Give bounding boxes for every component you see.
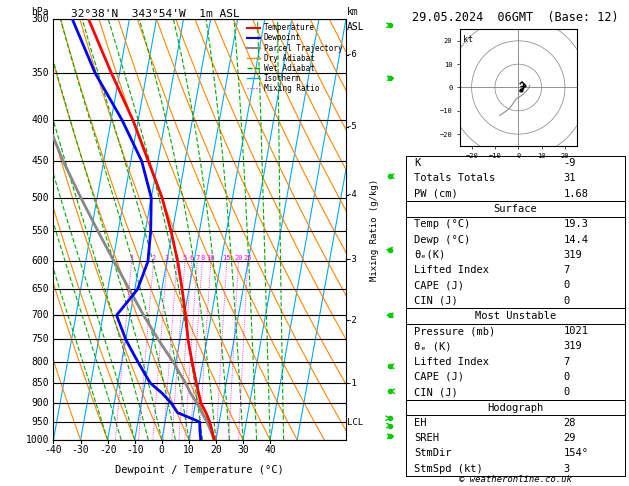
Text: K: K xyxy=(415,158,421,168)
Text: 500: 500 xyxy=(31,193,49,203)
Text: 20: 20 xyxy=(234,256,243,261)
Text: Most Unstable: Most Unstable xyxy=(474,311,556,321)
Text: -20: -20 xyxy=(99,445,116,455)
Text: 31: 31 xyxy=(564,174,576,183)
Text: 8: 8 xyxy=(200,256,204,261)
Text: -6: -6 xyxy=(347,51,357,59)
Text: 29: 29 xyxy=(564,433,576,443)
Text: Mixing Ratio (g/kg): Mixing Ratio (g/kg) xyxy=(370,178,379,281)
Text: CAPE (J): CAPE (J) xyxy=(415,372,464,382)
Text: 3: 3 xyxy=(564,464,569,474)
Text: 7: 7 xyxy=(564,357,569,367)
Text: 0: 0 xyxy=(564,280,569,290)
Text: 900: 900 xyxy=(31,398,49,408)
Text: 19.3: 19.3 xyxy=(564,219,588,229)
Text: 6: 6 xyxy=(189,256,194,261)
Text: 0: 0 xyxy=(564,387,569,397)
Text: Dewp (°C): Dewp (°C) xyxy=(415,235,470,244)
Text: kt: kt xyxy=(464,35,474,44)
Text: 7: 7 xyxy=(564,265,569,275)
Text: 0: 0 xyxy=(564,372,569,382)
Text: Temp (°C): Temp (°C) xyxy=(415,219,470,229)
Text: -40: -40 xyxy=(45,445,62,455)
Text: StmDir: StmDir xyxy=(415,449,452,458)
Text: Totals Totals: Totals Totals xyxy=(415,174,496,183)
Text: 550: 550 xyxy=(31,226,49,236)
Text: θₑ(K): θₑ(K) xyxy=(415,250,446,260)
Text: 10: 10 xyxy=(183,445,195,455)
Text: 14.4: 14.4 xyxy=(564,235,588,244)
Text: 40: 40 xyxy=(264,445,276,455)
Text: -2: -2 xyxy=(347,316,357,325)
Text: 350: 350 xyxy=(31,68,49,78)
Text: 154°: 154° xyxy=(564,449,588,458)
Text: θₑ (K): θₑ (K) xyxy=(415,342,452,351)
Text: 300: 300 xyxy=(31,15,49,24)
Text: km: km xyxy=(347,7,359,17)
Text: 10: 10 xyxy=(206,256,215,261)
Text: 750: 750 xyxy=(31,334,49,345)
Legend: Temperature, Dewpoint, Parcel Trajectory, Dry Adiabat, Wet Adiabat, Isotherm, Mi: Temperature, Dewpoint, Parcel Trajectory… xyxy=(247,23,342,93)
Text: -10: -10 xyxy=(126,445,143,455)
Text: LCL: LCL xyxy=(347,418,363,427)
Text: 28: 28 xyxy=(564,418,576,428)
Text: CAPE (J): CAPE (J) xyxy=(415,280,464,290)
Text: 7: 7 xyxy=(195,256,199,261)
Text: 0: 0 xyxy=(564,295,569,306)
Text: 1: 1 xyxy=(130,256,133,261)
Text: © weatheronline.co.uk: © weatheronline.co.uk xyxy=(459,475,572,484)
Text: Pressure (mb): Pressure (mb) xyxy=(415,326,496,336)
Text: 600: 600 xyxy=(31,257,49,266)
Text: Lifted Index: Lifted Index xyxy=(415,265,489,275)
Text: 650: 650 xyxy=(31,284,49,295)
Text: 450: 450 xyxy=(31,156,49,166)
Text: CIN (J): CIN (J) xyxy=(415,295,458,306)
Text: 32°38'N  343°54'W  1m ASL: 32°38'N 343°54'W 1m ASL xyxy=(72,9,240,19)
Text: 1021: 1021 xyxy=(564,326,588,336)
Text: SREH: SREH xyxy=(415,433,440,443)
Text: Dewpoint / Temperature (°C): Dewpoint / Temperature (°C) xyxy=(115,465,284,475)
Text: hPa: hPa xyxy=(31,7,49,17)
Text: 800: 800 xyxy=(31,357,49,367)
Text: 5: 5 xyxy=(183,256,187,261)
Text: 850: 850 xyxy=(31,378,49,388)
Text: 1.68: 1.68 xyxy=(564,189,588,199)
Text: -9: -9 xyxy=(564,158,576,168)
Text: 319: 319 xyxy=(564,250,582,260)
Text: -1: -1 xyxy=(347,379,357,387)
Text: -3: -3 xyxy=(347,255,357,263)
Text: CIN (J): CIN (J) xyxy=(415,387,458,397)
Text: 30: 30 xyxy=(237,445,249,455)
Text: 700: 700 xyxy=(31,310,49,320)
Text: EH: EH xyxy=(415,418,427,428)
Text: 0: 0 xyxy=(159,445,165,455)
Text: 319: 319 xyxy=(564,342,582,351)
Text: Lifted Index: Lifted Index xyxy=(415,357,489,367)
Text: PW (cm): PW (cm) xyxy=(415,189,458,199)
Text: Hodograph: Hodograph xyxy=(487,402,543,413)
Text: ASL: ASL xyxy=(347,21,364,32)
Text: StmSpd (kt): StmSpd (kt) xyxy=(415,464,483,474)
Text: 950: 950 xyxy=(31,417,49,427)
Text: 1000: 1000 xyxy=(26,435,49,445)
Text: -4: -4 xyxy=(347,191,357,199)
Text: 25: 25 xyxy=(243,256,252,261)
Text: -5: -5 xyxy=(347,122,357,131)
Text: 29.05.2024  06GMT  (Base: 12): 29.05.2024 06GMT (Base: 12) xyxy=(412,11,618,24)
Text: 20: 20 xyxy=(210,445,222,455)
Text: 2: 2 xyxy=(152,256,155,261)
Text: 3: 3 xyxy=(165,256,169,261)
Text: 400: 400 xyxy=(31,115,49,125)
Text: Surface: Surface xyxy=(493,204,537,214)
Text: 4: 4 xyxy=(175,256,179,261)
Text: -30: -30 xyxy=(72,445,89,455)
Text: 15: 15 xyxy=(223,256,231,261)
